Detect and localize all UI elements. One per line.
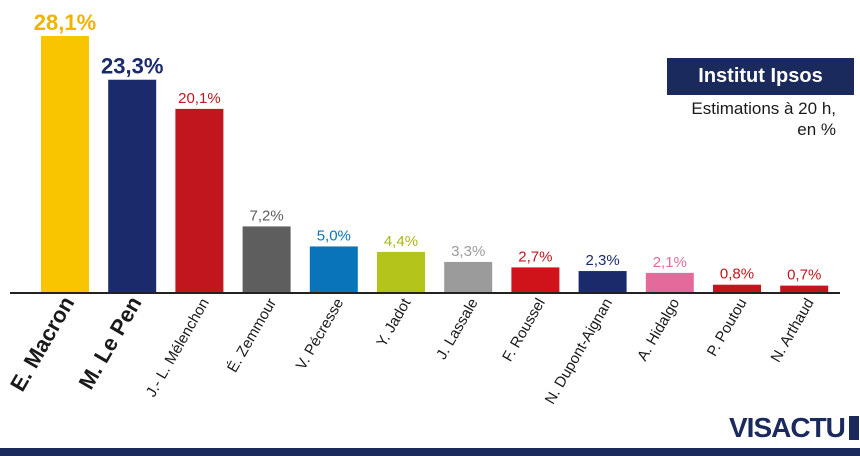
chart-subtitle: Estimations à 20 h, en % — [616, 98, 836, 140]
data-label-8: 2,3% — [585, 252, 619, 269]
data-label-9: 2,1% — [653, 254, 687, 271]
bar-3 — [242, 226, 291, 292]
data-label-3: 7,2% — [249, 207, 283, 224]
category-label-0: E. Macron — [5, 292, 79, 396]
data-label-11: 0,7% — [787, 267, 821, 284]
data-label-6: 3,3% — [451, 243, 485, 260]
bar-11 — [780, 285, 829, 292]
bar-9 — [645, 272, 694, 292]
category-label-3: É. Zemmour — [224, 295, 280, 375]
data-label-7: 2,7% — [518, 248, 552, 265]
data-label-2: 20,1% — [178, 90, 221, 107]
category-label-5: Y. Jadot — [373, 295, 415, 350]
subtitle-line-1: Estimations à 20 h, — [691, 99, 836, 118]
category-label-11: N. Arthaud — [767, 296, 817, 366]
category-label-4: V. Pécresse — [293, 296, 347, 373]
bar-5 — [377, 251, 425, 292]
data-label-4: 5,0% — [317, 227, 351, 244]
logo-mark-icon — [848, 416, 859, 440]
data-label-1: 23,3% — [101, 54, 163, 79]
bar-0 — [41, 36, 89, 292]
logo-text-actu: ACTU — [771, 412, 846, 443]
category-label-10: P. Poutou — [704, 296, 751, 360]
logo-text-vis: VIS — [729, 412, 772, 443]
bar-7 — [511, 267, 560, 292]
category-label-2: J.- L. Mélenchon — [143, 296, 213, 401]
source-badge: Institut Ipsos — [667, 58, 854, 95]
category-label-1: M. Le Pen — [74, 292, 147, 393]
bar-10 — [713, 284, 761, 292]
data-label-0: 28,1% — [34, 10, 96, 35]
bar-4 — [309, 246, 358, 292]
category-label-7: F. Roussel — [499, 296, 549, 365]
data-label-5: 4,4% — [384, 233, 418, 250]
bar-1 — [108, 79, 157, 292]
category-label-6: J. Lassale — [433, 296, 481, 363]
data-label-10: 0,8% — [720, 266, 754, 283]
visactu-logo: VIS ACTU — [729, 410, 860, 446]
category-label-8: N. Dupont-Aignan — [542, 296, 616, 408]
category-label-9: A. Hidalgo — [634, 296, 683, 364]
footer-bar — [0, 448, 860, 456]
subtitle-line-2: en % — [797, 120, 836, 139]
bar-8 — [578, 271, 627, 292]
bar-6 — [444, 261, 493, 292]
bar-2 — [175, 108, 224, 292]
